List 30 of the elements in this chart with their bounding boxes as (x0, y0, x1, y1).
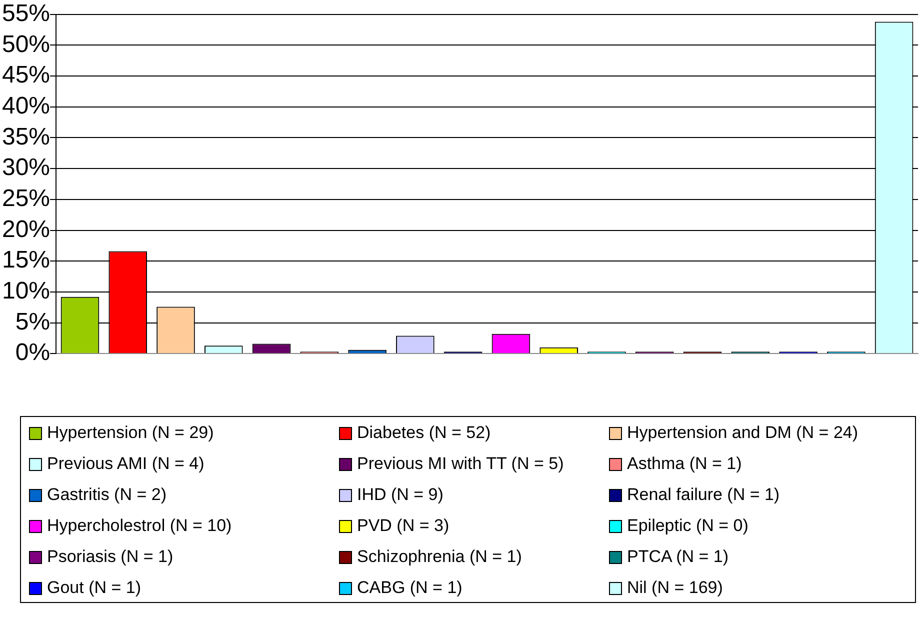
legend-label: Schizophrenia (N = 1) (357, 547, 522, 567)
y-tick-label: 35% (2, 123, 50, 150)
legend-label: Previous AMI (N = 4) (47, 454, 204, 474)
y-tick-label: 50% (2, 30, 50, 58)
legend-label: Gout (N = 1) (47, 578, 142, 598)
legend-label: IHD (N = 9) (357, 485, 444, 505)
legend-label: Epileptic (N = 0) (627, 516, 748, 536)
legend-label: Hypertension and DM (N = 24) (627, 423, 858, 443)
legend-label: Renal failure (N = 1) (627, 485, 780, 505)
legend-label: Hypercholestrol (N = 10) (47, 516, 232, 536)
legend-label: PVD (N = 3) (357, 516, 450, 536)
legend-label: Diabetes (N = 52) (357, 423, 491, 443)
y-tick-label: 40% (2, 92, 50, 120)
legend-label: Nil (N = 169) (627, 578, 723, 598)
y-tick-label: 25% (2, 185, 50, 212)
legend-label: Previous MI with TT (N = 5) (357, 454, 564, 474)
y-tick-label: 15% (2, 246, 50, 274)
y-tick-label: 30% (2, 154, 50, 182)
legend-label: Gastritis (N = 2) (47, 485, 166, 505)
y-tick-label: 20% (2, 216, 50, 243)
legend-label: Hypertension (N = 29) (47, 423, 214, 443)
y-tick-label: 5% (15, 308, 50, 336)
y-tick-label: 45% (2, 62, 50, 89)
y-tick-label: 10% (2, 278, 50, 305)
legend-label: PTCA (N = 1) (627, 547, 729, 567)
legend-label: Asthma (N = 1) (627, 454, 742, 474)
legend-label: CABG (N = 1) (357, 578, 462, 598)
legend-label: Psoriasis (N = 1) (47, 547, 174, 567)
y-tick-label: 55% (2, 0, 50, 28)
y-tick-label: 0% (15, 339, 50, 366)
